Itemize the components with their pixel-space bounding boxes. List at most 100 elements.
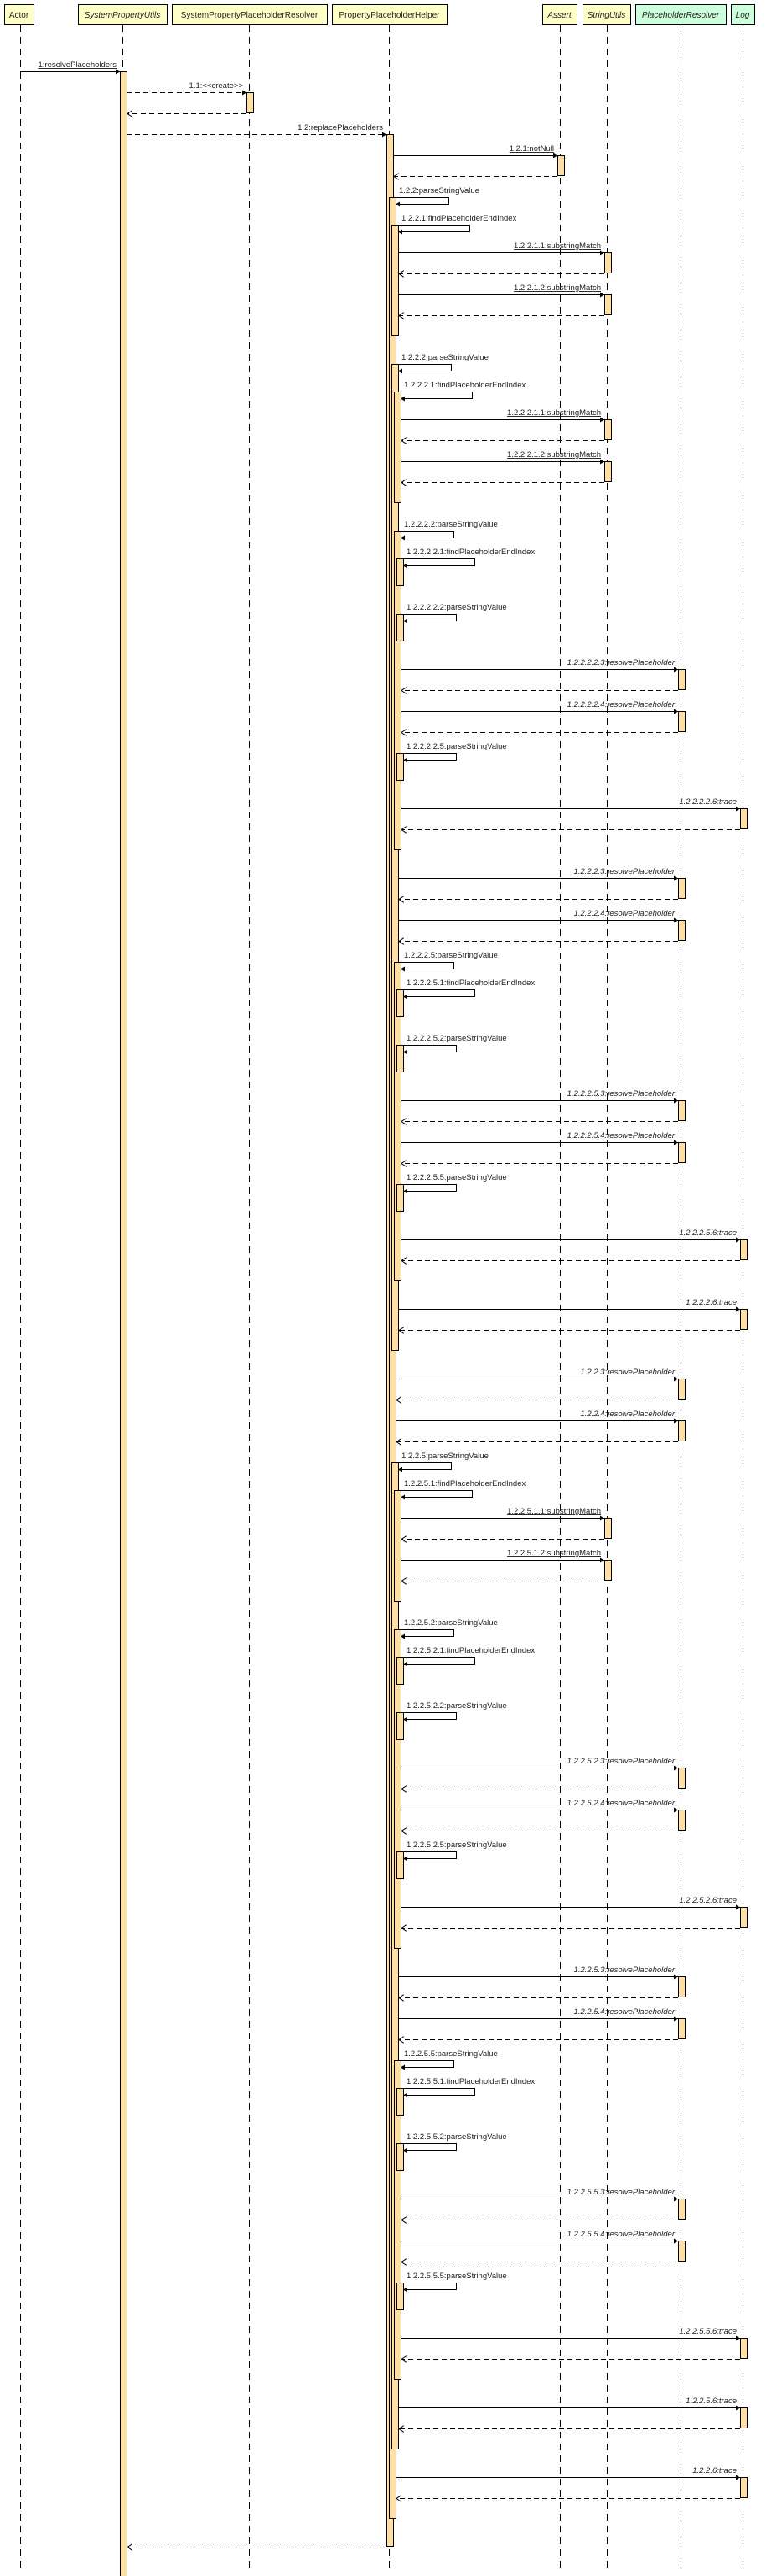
activation-bar xyxy=(396,989,404,1017)
activation-bar xyxy=(740,2477,748,2498)
participant-assert[interactable]: Assert xyxy=(542,4,577,25)
activation-bar xyxy=(604,1560,612,1581)
activation-bar xyxy=(396,1712,404,1740)
activation-bar xyxy=(678,1810,686,1831)
activation-bar xyxy=(678,1976,686,1997)
participant-box[interactable] xyxy=(78,4,168,25)
activation-bar xyxy=(678,1768,686,1789)
message-label: 1.2.2.5.6:trace xyxy=(686,2397,737,2406)
self-call-arrow xyxy=(401,1852,457,1862)
participant-name: Actor xyxy=(9,11,29,20)
participant-name: SystemPropertyPlaceholderResolver xyxy=(181,11,318,20)
participant-actor[interactable]: Actor xyxy=(4,4,34,25)
activation-bar xyxy=(396,2143,404,2171)
message-label: 1.1:<<create>> xyxy=(189,81,244,91)
participant-pph[interactable]: PropertyPlaceholderHelper xyxy=(332,4,448,25)
self-call-arrow xyxy=(398,1629,454,1639)
participant-box[interactable] xyxy=(731,4,755,25)
participant-box[interactable] xyxy=(542,4,577,25)
activation-bar xyxy=(396,1184,404,1212)
activation-bar xyxy=(394,392,401,503)
message-label: 1.2.2.5.2.2:parseStringValue xyxy=(407,1701,507,1711)
message-label: 1.2.2.2.5.4:resolvePlaceholder xyxy=(567,1131,676,1140)
activation-bar xyxy=(604,1518,612,1539)
activation-bar xyxy=(396,2283,404,2310)
activation-bar xyxy=(604,294,612,315)
self-call-arrow xyxy=(398,531,454,541)
participant-log[interactable]: Log xyxy=(731,4,755,25)
message-label: 1.2.2.2.3:resolvePlaceholder xyxy=(574,867,676,876)
self-call-arrow xyxy=(401,2283,457,2293)
activation-bar xyxy=(604,419,612,440)
participant-box[interactable] xyxy=(635,4,727,25)
activation-bar xyxy=(678,920,686,941)
activation-bar xyxy=(678,2018,686,2039)
participant-box[interactable] xyxy=(583,4,631,25)
participant-box[interactable] xyxy=(172,4,328,25)
message-label: 1.2.2.2.2.5:parseStringValue xyxy=(407,742,507,751)
message-label: 1.2.2.5.2.6:trace xyxy=(679,1896,737,1905)
activation-bar xyxy=(396,614,404,641)
message-label: 1.2.2.2.5.6:trace xyxy=(679,1228,737,1238)
self-call-arrow xyxy=(401,1712,457,1722)
self-call-arrow xyxy=(398,1490,473,1500)
participant-su[interactable]: StringUtils xyxy=(583,4,631,25)
activation-bar xyxy=(678,2241,686,2262)
message-label: 1.2.2.5.1:findPlaceholderEndIndex xyxy=(404,1479,526,1488)
activation-bar xyxy=(396,753,404,781)
activation-bar xyxy=(557,155,565,176)
activation-bar xyxy=(391,1462,399,2449)
message-label: 1.2.2.5.2.3:resolvePlaceholder xyxy=(567,1757,676,1766)
message-label: 1.2.2.6:trace xyxy=(692,2466,737,2475)
participant-name: PlaceholderResolver xyxy=(642,11,720,20)
participant-headers: Actor SystemPropertyUtils SystemPropertyPl… xyxy=(4,4,755,25)
self-call-arrow xyxy=(401,989,475,1000)
message-label: 1.2.2.2.2.4:resolvePlaceholder xyxy=(567,700,676,709)
activation-bar xyxy=(678,669,686,690)
participant-name: Log xyxy=(736,11,750,20)
activation-bar xyxy=(678,2199,686,2220)
self-call-arrow xyxy=(398,2060,454,2070)
message-label: 1.2.2.2.4:resolvePlaceholder xyxy=(574,909,676,918)
activation-bar xyxy=(604,252,612,273)
message-label: 1.2.2.5.5.5:parseStringValue xyxy=(407,2272,507,2281)
message-label: 1.2.2.5:parseStringValue xyxy=(401,1452,489,1461)
participant-pr[interactable]: PlaceholderResolver xyxy=(635,4,727,25)
activation-bar xyxy=(740,1239,748,1260)
message-label: 1.2.2.5.2.4:resolvePlaceholder xyxy=(567,1799,676,1808)
self-call-arrow xyxy=(401,2088,475,2098)
activation-bar xyxy=(740,2407,748,2428)
message-label: 1.2.2.5.1.1:substringMatch xyxy=(507,1507,601,1516)
activation-bar xyxy=(396,1045,404,1072)
self-call-arrow xyxy=(396,225,470,235)
activation-bar xyxy=(740,2338,748,2359)
activation-bar xyxy=(396,2088,404,2116)
activation-bar xyxy=(246,92,254,113)
message-label: 1.2.2:parseStringValue xyxy=(399,186,479,195)
message-label: 1.2.2.2.2.3:resolvePlaceholder xyxy=(567,658,676,667)
message-label: 1.2.2.5.2.1:findPlaceholderEndIndex xyxy=(407,1646,535,1655)
message-label: 1.2.2.5.5.6:trace xyxy=(679,2327,737,2336)
message-label: 1.2.2.5.5.1:findPlaceholderEndIndex xyxy=(407,2077,535,2086)
participant-box[interactable] xyxy=(4,4,34,25)
self-call-arrow xyxy=(401,1184,457,1194)
participant-spu[interactable]: SystemPropertyUtils xyxy=(78,4,168,25)
activation-bar xyxy=(396,558,404,586)
message-label: 1.2.2.2.5.5:parseStringValue xyxy=(407,1173,507,1182)
message-label: 1.2.2.5.3:resolvePlaceholder xyxy=(574,1966,676,1975)
message-label: 1.2.2.1.2:substringMatch xyxy=(514,283,601,293)
participant-sppr[interactable]: SystemPropertyPlaceholderResolver xyxy=(172,4,328,25)
message-label: 1.2.2.5.4:resolvePlaceholder xyxy=(574,2007,676,2017)
self-call-arrow xyxy=(396,1462,452,1472)
self-call-arrow xyxy=(393,197,449,207)
message-label: 1.2.2.2.1:findPlaceholderEndIndex xyxy=(404,381,526,390)
activation-bar xyxy=(391,225,399,336)
participant-name: SystemPropertyUtils xyxy=(85,11,161,20)
self-call-arrow xyxy=(401,2143,457,2153)
activation-bar xyxy=(120,71,127,2576)
participant-box[interactable] xyxy=(332,4,448,25)
participant-name: StringUtils xyxy=(588,11,626,20)
message-label: 1.2.2.1:findPlaceholderEndIndex xyxy=(401,214,517,223)
message-label: 1.2.2.2:parseStringValue xyxy=(401,353,489,362)
self-call-arrow xyxy=(401,1045,457,1055)
